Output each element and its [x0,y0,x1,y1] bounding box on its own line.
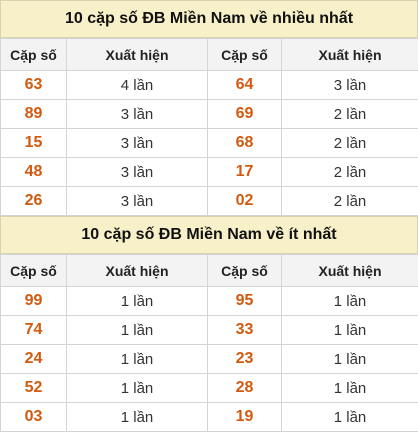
most-frequent-table: Cặp số Xuất hiện Cặp số Xuất hiện 63 4 l… [0,38,418,216]
table-row: 74 1 lần 33 1 lần [1,316,418,345]
pair-number: 17 [208,158,282,187]
pair-number: 69 [208,100,282,129]
pair-number: 33 [208,316,282,345]
header-pair-left: Cặp số [1,39,67,71]
occurrence-count: 2 lần [282,129,418,158]
occurrence-count: 3 lần [67,129,208,158]
occurrence-count: 2 lần [282,187,418,216]
least-frequent-table: Cặp số Xuất hiện Cặp số Xuất hiện 99 1 l… [0,254,418,432]
pair-number: 63 [1,71,67,100]
occurrence-count: 4 lần [67,71,208,100]
pair-number: 23 [208,345,282,374]
header-count-left: Xuất hiện [67,39,208,71]
header-pair-right: Cặp số [208,39,282,71]
occurrence-count: 2 lần [282,158,418,187]
pair-number: 74 [1,316,67,345]
occurrence-count: 1 lần [67,316,208,345]
occurrence-count: 3 lần [67,187,208,216]
least-frequent-title: 10 cặp số ĐB Miền Nam về ít nhất [0,216,418,254]
pair-number: 03 [1,403,67,432]
pair-number: 24 [1,345,67,374]
table-row: 63 4 lần 64 3 lần [1,71,418,100]
occurrence-count: 1 lần [282,345,418,374]
table-row: 26 3 lần 02 2 lần [1,187,418,216]
table-row: 48 3 lần 17 2 lần [1,158,418,187]
pair-number: 28 [208,374,282,403]
occurrence-count: 1 lần [67,345,208,374]
table-header-row: Cặp số Xuất hiện Cặp số Xuất hiện [1,255,418,287]
pair-number: 89 [1,100,67,129]
occurrence-count: 1 lần [67,403,208,432]
occurrence-count: 3 lần [67,158,208,187]
pair-number: 26 [1,187,67,216]
table-header-row: Cặp số Xuất hiện Cặp số Xuất hiện [1,39,418,71]
table-row: 52 1 lần 28 1 lần [1,374,418,403]
pair-number: 95 [208,287,282,316]
header-pair-right: Cặp số [208,255,282,287]
occurrence-count: 1 lần [282,287,418,316]
occurrence-count: 1 lần [282,374,418,403]
table-row: 99 1 lần 95 1 lần [1,287,418,316]
header-pair-left: Cặp số [1,255,67,287]
header-count-right: Xuất hiện [282,255,418,287]
most-frequent-title: 10 cặp số ĐB Miền Nam về nhiều nhất [0,0,418,38]
occurrence-count: 1 lần [67,374,208,403]
occurrence-count: 3 lần [282,71,418,100]
pair-number: 68 [208,129,282,158]
most-frequent-section: 10 cặp số ĐB Miền Nam về nhiều nhất Cặp … [0,0,418,216]
table-row: 89 3 lần 69 2 lần [1,100,418,129]
pair-number: 52 [1,374,67,403]
table-row: 24 1 lần 23 1 lần [1,345,418,374]
occurrence-count: 2 lần [282,100,418,129]
occurrence-count: 1 lần [67,287,208,316]
occurrence-count: 3 lần [67,100,208,129]
table-row: 03 1 lần 19 1 lần [1,403,418,432]
header-count-right: Xuất hiện [282,39,418,71]
least-frequent-section: 10 cặp số ĐB Miền Nam về ít nhất Cặp số … [0,216,418,432]
pair-number: 19 [208,403,282,432]
table-row: 15 3 lần 68 2 lần [1,129,418,158]
pair-number: 64 [208,71,282,100]
pair-number: 99 [1,287,67,316]
pair-number: 48 [1,158,67,187]
pair-number: 15 [1,129,67,158]
occurrence-count: 1 lần [282,316,418,345]
pair-number: 02 [208,187,282,216]
occurrence-count: 1 lần [282,403,418,432]
header-count-left: Xuất hiện [67,255,208,287]
